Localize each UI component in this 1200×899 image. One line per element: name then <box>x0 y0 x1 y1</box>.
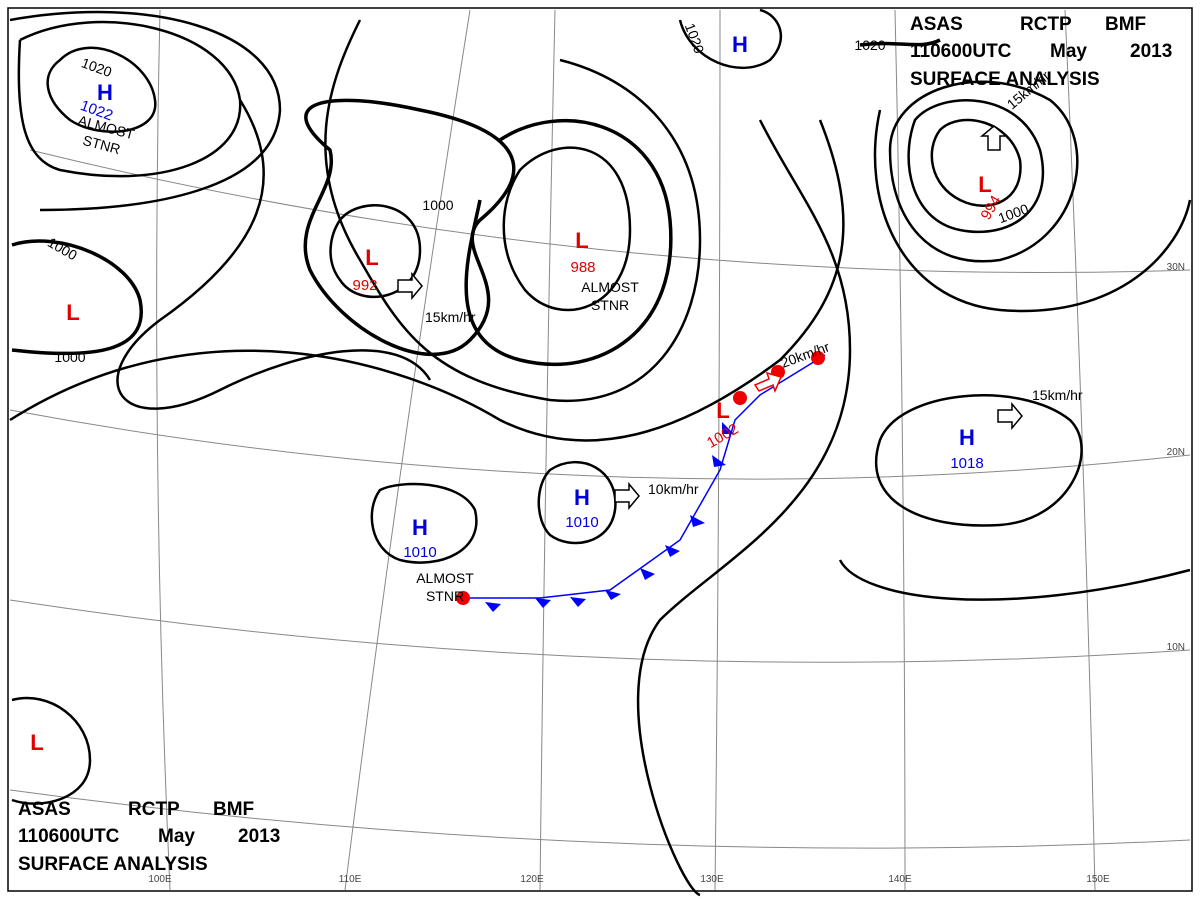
header-year: 2013 <box>238 826 280 847</box>
center-symbol: H <box>959 425 975 450</box>
center-pressure: 1010 <box>403 544 436 561</box>
header-time: 110600UTC <box>18 826 120 847</box>
latitude-label: 30N <box>1167 262 1185 273</box>
latitude-label: 20N <box>1167 447 1185 458</box>
header-title: SURFACE ANALYSIS <box>18 854 208 875</box>
isobars <box>9 8 1192 897</box>
stationary-label: STNR <box>426 588 464 604</box>
center-pressure: 988 <box>570 259 595 276</box>
longitude-label: 110E <box>339 874 362 885</box>
longitude-label: 120E <box>520 874 544 885</box>
motion-speed: 10km/hr <box>648 481 699 497</box>
longitude-label: 130E <box>700 874 724 885</box>
header-station: RCTP <box>128 799 180 820</box>
latitude-label: 10N <box>1167 642 1185 653</box>
header-time: 110600UTC <box>910 41 1012 62</box>
center-pressure: 1018 <box>950 455 983 472</box>
center-symbol: L <box>365 245 378 270</box>
center-symbol: H <box>574 485 590 510</box>
motion-arrows <box>397 125 1023 511</box>
header-agency: ASAS <box>18 799 71 820</box>
isobar-label: 1000 <box>54 349 85 365</box>
stationary-label: ALMOST <box>416 570 474 586</box>
isobar-label: 1000 <box>422 197 453 213</box>
longitude-label: 140E <box>888 874 912 885</box>
stationary-label: STNR <box>591 297 629 313</box>
center-symbol: H <box>732 32 748 57</box>
motion-speed: 15km/hr <box>1032 387 1083 403</box>
header-agency: ASAS <box>910 14 963 35</box>
header-year: 2013 <box>1130 41 1172 62</box>
header-office: BMF <box>1105 14 1146 35</box>
center-pressure: 992 <box>352 277 377 294</box>
center-symbol: L <box>978 172 991 197</box>
front <box>456 351 826 612</box>
center-pressure: 1010 <box>565 514 598 531</box>
header-month: May <box>158 826 195 847</box>
longitude-label: 100E <box>148 874 172 885</box>
center-symbol: L <box>30 730 43 755</box>
center-symbol: L <box>575 228 588 253</box>
center-symbol: H <box>97 80 113 105</box>
header-office: BMF <box>213 799 254 820</box>
center-symbol: L <box>66 300 79 325</box>
center-symbol: L <box>716 398 729 423</box>
isobar-label: 1020 <box>854 37 885 53</box>
header-station: RCTP <box>1020 14 1072 35</box>
frame <box>7 7 1193 892</box>
center-symbol: H <box>412 515 428 540</box>
motion-speed: 15km/hr <box>425 309 476 325</box>
stationary-label: ALMOST <box>581 279 639 295</box>
header-month: May <box>1050 41 1087 62</box>
longitude-label: 150E <box>1086 874 1110 885</box>
header-title: SURFACE ANALYSIS <box>910 69 1100 90</box>
